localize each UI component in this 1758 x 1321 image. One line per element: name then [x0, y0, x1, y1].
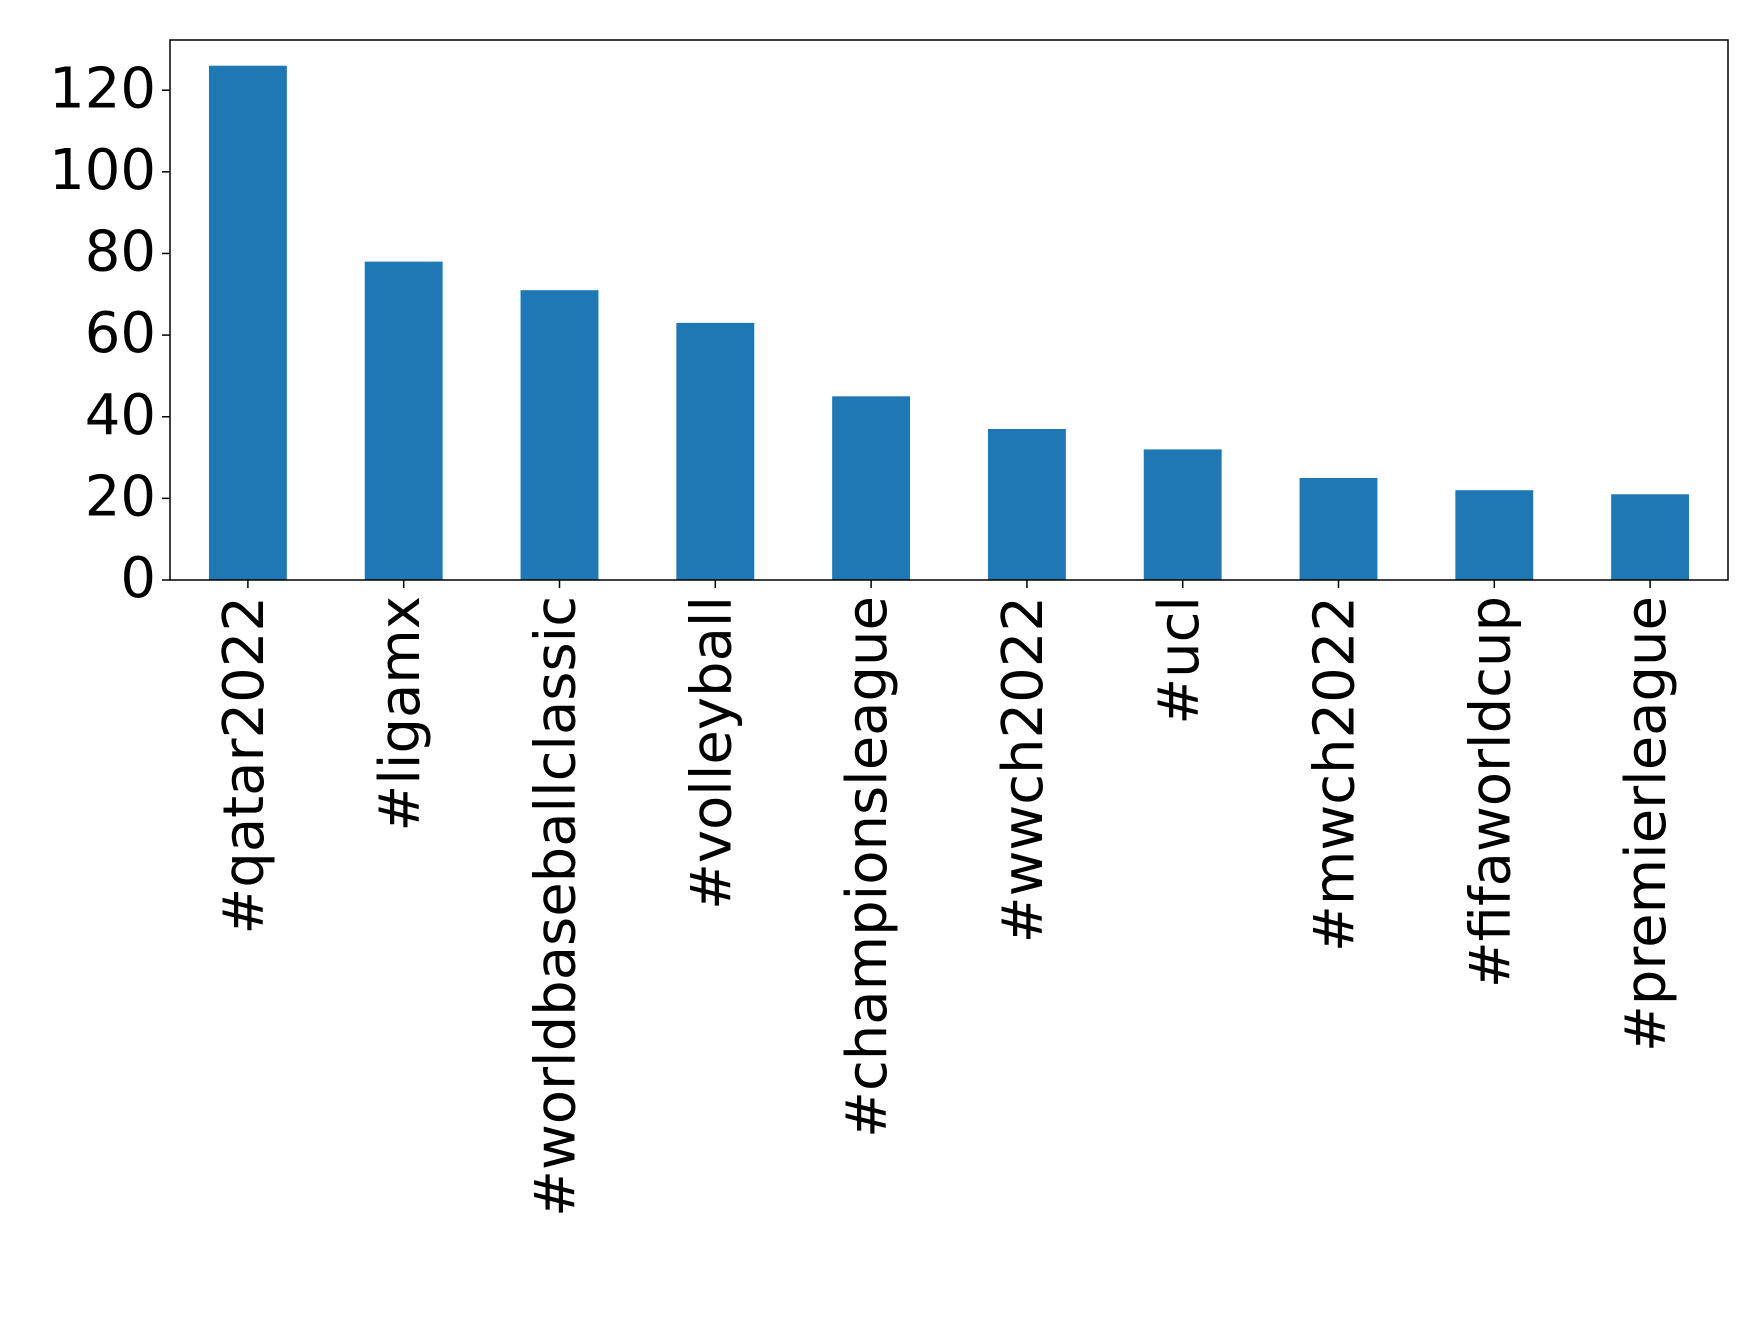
bar: [1455, 490, 1534, 580]
bar: [208, 65, 287, 580]
y-tick-label: 60: [85, 301, 156, 366]
x-tick-label: #wwch2022: [991, 596, 1056, 943]
x-tick-label: #premierleague: [1614, 596, 1679, 1052]
x-tick-label: #ucl: [1147, 596, 1212, 725]
x-tick-label: #championsleague: [835, 596, 900, 1138]
y-tick-label: 20: [85, 465, 156, 530]
x-tick-label: #fifaworldcup: [1458, 596, 1523, 988]
y-tick-label: 120: [49, 56, 156, 121]
x-tick-label: #ligamx: [368, 596, 433, 832]
bar: [1611, 494, 1690, 580]
plot-frame: [169, 39, 1729, 581]
bar: [520, 290, 599, 580]
bar: [832, 396, 911, 580]
y-tick-label: 0: [120, 546, 156, 611]
x-tick-label: #mwch2022: [1303, 596, 1368, 952]
bar: [987, 428, 1066, 580]
y-tick-label: 80: [85, 220, 156, 285]
bar: [364, 261, 443, 580]
x-tick-label: #volleyball: [679, 596, 744, 910]
bar: [676, 322, 755, 580]
bar: [1299, 477, 1378, 580]
bar: [1143, 449, 1222, 580]
x-tick-label: #qatar2022: [212, 596, 277, 935]
x-tick-label: #worldbaseballclassic: [524, 596, 589, 1217]
y-tick-label: 100: [49, 138, 156, 203]
y-tick-label: 40: [85, 383, 156, 448]
